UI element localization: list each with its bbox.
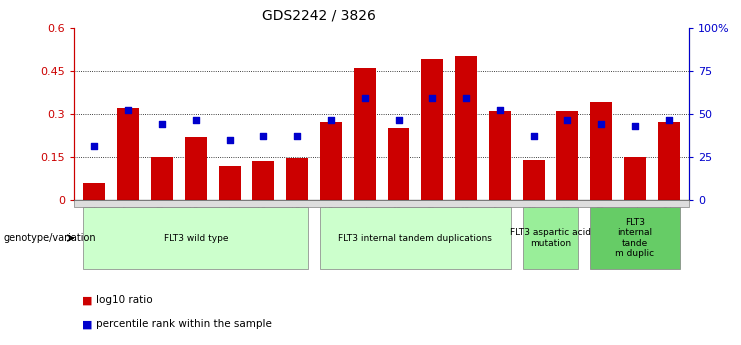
Point <box>359 96 370 101</box>
Text: FLT3
internal
tande
m duplic: FLT3 internal tande m duplic <box>616 218 654 258</box>
Point <box>629 123 641 129</box>
Text: FLT3 internal tandem duplications: FLT3 internal tandem duplications <box>339 234 492 243</box>
Point <box>595 121 607 127</box>
Point <box>393 117 405 122</box>
Point <box>494 107 506 112</box>
Bar <box>489 111 511 200</box>
Point <box>460 96 472 101</box>
Point <box>528 134 539 139</box>
Bar <box>522 160 545 200</box>
Text: ■: ■ <box>82 295 92 305</box>
Bar <box>151 157 173 200</box>
Bar <box>219 166 241 200</box>
Text: percentile rank within the sample: percentile rank within the sample <box>96 319 272 329</box>
Bar <box>84 183 105 200</box>
Bar <box>353 68 376 200</box>
Point <box>122 107 134 112</box>
Bar <box>624 157 646 200</box>
Point <box>426 96 438 101</box>
Point <box>190 117 202 122</box>
Bar <box>388 128 410 200</box>
Point <box>257 134 269 139</box>
Bar <box>253 161 274 200</box>
Point <box>156 121 168 127</box>
Point <box>325 117 337 122</box>
Text: ■: ■ <box>82 319 92 329</box>
Point <box>562 117 574 122</box>
Bar <box>286 158 308 200</box>
Text: GDS2242 / 3826: GDS2242 / 3826 <box>262 9 376 23</box>
Point <box>224 137 236 142</box>
Bar <box>455 56 477 200</box>
Text: FLT3 aspartic acid
mutation: FLT3 aspartic acid mutation <box>510 228 591 248</box>
Bar <box>422 59 443 200</box>
Point <box>291 134 303 139</box>
Bar <box>185 137 207 200</box>
Text: log10 ratio: log10 ratio <box>96 295 153 305</box>
Bar <box>591 102 612 200</box>
Text: FLT3 wild type: FLT3 wild type <box>164 234 228 243</box>
Bar <box>320 122 342 200</box>
Bar <box>117 108 139 200</box>
Text: genotype/variation: genotype/variation <box>4 233 96 243</box>
Bar <box>658 122 679 200</box>
Point <box>88 143 100 148</box>
Point <box>663 117 675 122</box>
Bar <box>556 111 579 200</box>
